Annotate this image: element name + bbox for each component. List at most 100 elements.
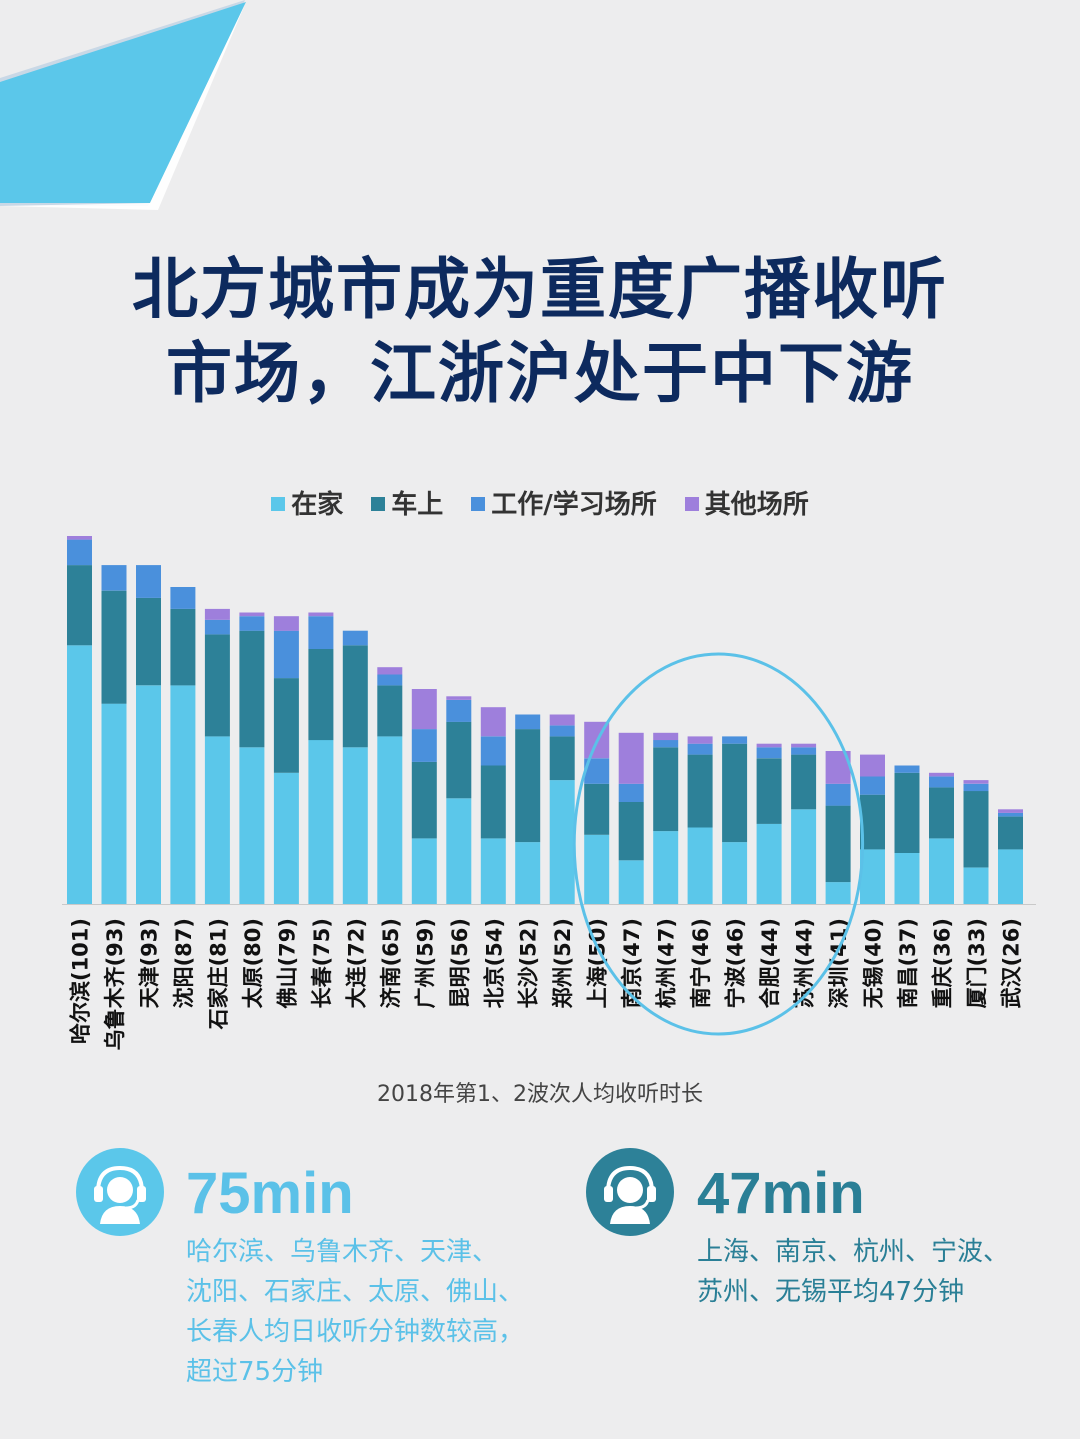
bar-segment — [618, 783, 644, 802]
bar-segment — [963, 783, 989, 792]
bar-segment — [549, 736, 575, 781]
bar-segment — [480, 765, 506, 839]
title-line-1: 北方城市成为重度广播收听 — [132, 251, 948, 328]
bar-segment — [687, 736, 713, 744]
legend-swatch — [471, 497, 486, 511]
legend-swatch — [271, 497, 286, 511]
bar-segment — [67, 536, 92, 540]
chart-legend: 在家 车上 工作/学习场所 其他场所 — [0, 484, 1080, 521]
bar-segment — [756, 747, 782, 759]
page-title: 北方城市成为重度广播收听 市场，江浙沪处于中下游 — [0, 248, 1080, 416]
bar-segment — [308, 649, 334, 741]
bar-segment — [860, 794, 885, 850]
bar-segment — [687, 754, 713, 828]
x-tick-label: 宁波(46) — [724, 918, 748, 1008]
bar-segment — [584, 834, 610, 904]
bar-segment — [377, 674, 403, 686]
bar-segment — [791, 747, 817, 755]
bar-segment — [929, 772, 954, 777]
bar-segment — [722, 736, 748, 744]
bar-segment — [791, 743, 817, 748]
stat-left-line-1: 哈尔滨、乌鲁木齐、天津、 — [186, 1237, 499, 1267]
bar-segment — [67, 539, 92, 566]
bar-segment — [411, 689, 437, 730]
bar-segment — [618, 860, 644, 904]
bar-segment — [653, 740, 679, 748]
bar-segment — [204, 619, 230, 635]
bar-segment — [411, 729, 437, 762]
bar-segment — [136, 685, 161, 904]
stat-left-line-3: 长春人均日收听分钟数较高， — [186, 1317, 525, 1347]
bar-segment — [273, 772, 299, 904]
bar-segment — [963, 780, 989, 784]
bar-segment — [963, 867, 989, 904]
title-line-2: 市场，江浙沪处于中下游 — [166, 335, 914, 412]
bar-segment — [308, 740, 334, 904]
bar-segment — [239, 612, 265, 617]
x-tick-label: 南宁(46) — [689, 918, 713, 1008]
bar-segment — [67, 645, 92, 904]
bar-segment — [687, 743, 713, 755]
bar-segment — [170, 587, 196, 609]
x-tick-label: 乌鲁木齐(93) — [103, 918, 127, 1050]
bar-segment — [756, 743, 782, 748]
stat-right-line-2: 苏州、无锡平均47分钟 — [697, 1277, 965, 1307]
bar-segment — [480, 736, 506, 766]
legend-item: 其他场所 — [684, 484, 809, 521]
bar-segment — [998, 812, 1023, 817]
bar-segment — [239, 747, 265, 904]
legend-item: 车上 — [371, 484, 443, 521]
bar-segment — [446, 798, 472, 904]
bar-segment — [515, 729, 541, 843]
bar-segment — [480, 707, 506, 737]
bar-segment — [894, 765, 920, 773]
bar-segment — [653, 831, 679, 904]
bar-segment — [377, 667, 403, 675]
highlight-circle — [572, 652, 865, 1036]
x-tick-label: 沈阳(87) — [172, 918, 196, 1008]
x-tick-label: 大连(72) — [344, 918, 368, 1008]
bar-segment — [446, 696, 472, 700]
bar-segment — [860, 754, 885, 777]
bar-segment — [136, 565, 161, 598]
bar-segment — [136, 597, 161, 686]
bar-segment — [377, 736, 403, 904]
legend-item: 在家 — [271, 484, 343, 521]
legend-label: 车上 — [391, 490, 444, 520]
x-tick-label: 天津(93) — [137, 918, 161, 1008]
bar-segment — [998, 849, 1023, 904]
x-tick-label: 苏州(44) — [793, 918, 817, 1008]
bar-segment — [894, 853, 920, 904]
bar-segment — [239, 616, 265, 631]
bar-segment — [204, 608, 230, 620]
legend-label: 在家 — [291, 490, 344, 520]
bar-segment — [825, 783, 851, 806]
x-tick-label: 郑州(52) — [551, 918, 575, 1008]
bar-segment — [549, 725, 575, 737]
bar-segment — [618, 802, 644, 861]
bar-segment — [618, 732, 644, 784]
bar-segment — [756, 823, 782, 904]
bar-segment — [411, 761, 437, 839]
x-tick-label: 昆明(56) — [448, 918, 472, 1008]
bar-segment — [860, 849, 885, 904]
bar-segment — [722, 743, 748, 843]
x-tick-label: 长春(75) — [310, 918, 334, 1008]
bar-segment — [584, 783, 610, 835]
bar-segment — [411, 838, 437, 904]
bar-segment — [446, 700, 472, 722]
bar-segment — [101, 590, 127, 704]
bar-segment — [687, 827, 713, 904]
legend-swatch — [684, 497, 699, 511]
x-tick-label: 重庆(36) — [931, 918, 955, 1008]
bar-segment — [170, 608, 196, 686]
x-tick-label: 南京(47) — [620, 918, 644, 1008]
x-tick-label: 哈尔滨(101) — [69, 918, 93, 1044]
stat-left-line-2: 沈阳、石家庄、太原、佛山、 — [186, 1277, 525, 1307]
x-tick-label: 北京(54) — [482, 918, 506, 1008]
chart-caption: 2018年第1、2波次人均收听时长 — [377, 1082, 703, 1107]
x-tick-label: 无锡(40) — [862, 918, 886, 1008]
bar-segment — [929, 787, 954, 839]
legend-label: 其他场所 — [704, 490, 809, 520]
